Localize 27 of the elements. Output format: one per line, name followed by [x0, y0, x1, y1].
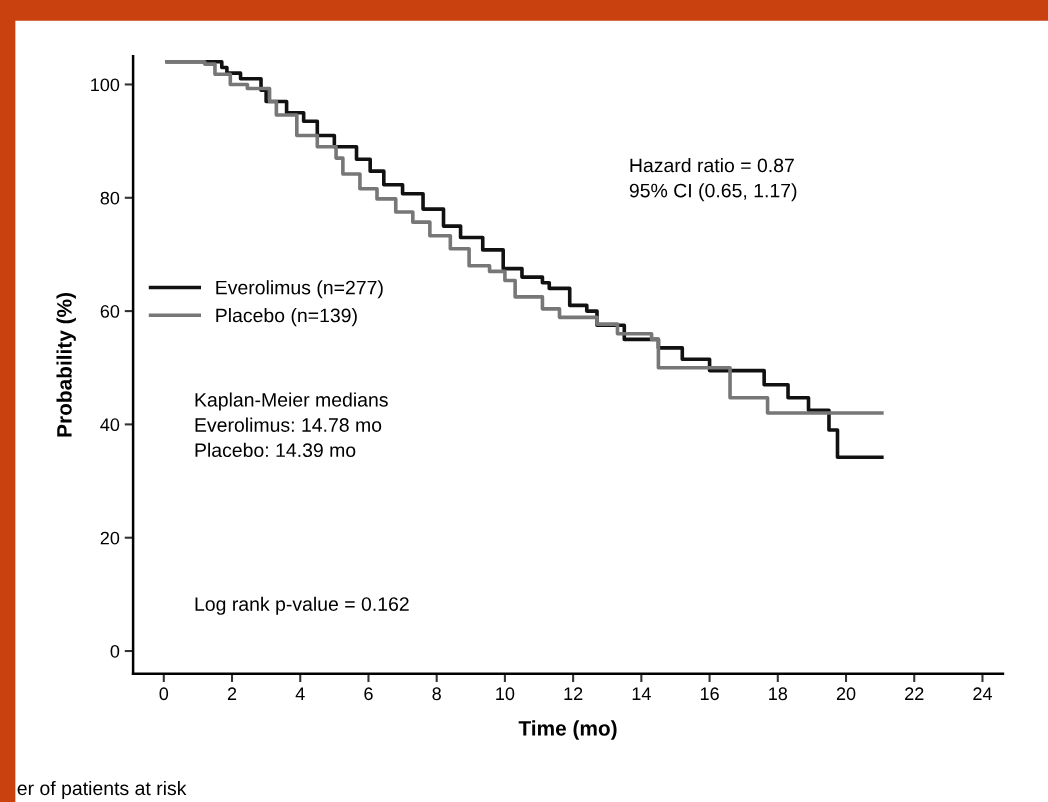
y-tick-label: 100 [91, 78, 120, 92]
x-tick-label: 12 [564, 687, 583, 700]
y-tick-label: 80 [100, 191, 120, 205]
y-tick-label: 40 [100, 418, 120, 432]
x-tick-label: 20 [836, 687, 856, 701]
x-tick-label: 2 [227, 687, 237, 700]
annotation: Log rank p-value = 0.162 [195, 596, 409, 615]
x-tick-label: 4 [295, 687, 305, 700]
annotation: Hazard ratio = 0.87 95% CI (0.65, 1.17) [629, 158, 797, 202]
x-tick-label: 8 [432, 687, 441, 701]
legend-label: Placebo (n=139) [216, 308, 357, 327]
y-tick-label: 20 [100, 531, 120, 545]
y-tick-label: 60 [100, 305, 120, 318]
y-tick-label: 0 [110, 644, 120, 658]
x-tick-label: 0 [159, 687, 169, 701]
x-tick-label: 22 [905, 687, 924, 700]
x-tick-label: 16 [700, 687, 719, 701]
x-tick-label: 24 [973, 687, 992, 700]
x-tick-label: 18 [769, 687, 788, 701]
legend-label: Everolimus (n=277) [216, 280, 383, 299]
x-tick-label: 10 [496, 687, 515, 701]
text: er of patients at risk [17, 780, 187, 800]
annotation: Kaplan-Meier medians Everolimus: 14.78 mo Placebo: 14.39 mo [195, 392, 388, 458]
y-axis-title: Probability (%) [56, 293, 76, 437]
x-axis-title: Time (mo) [518, 720, 617, 740]
x-tick-label: 14 [632, 687, 651, 700]
x-tick-label: 6 [364, 687, 373, 701]
